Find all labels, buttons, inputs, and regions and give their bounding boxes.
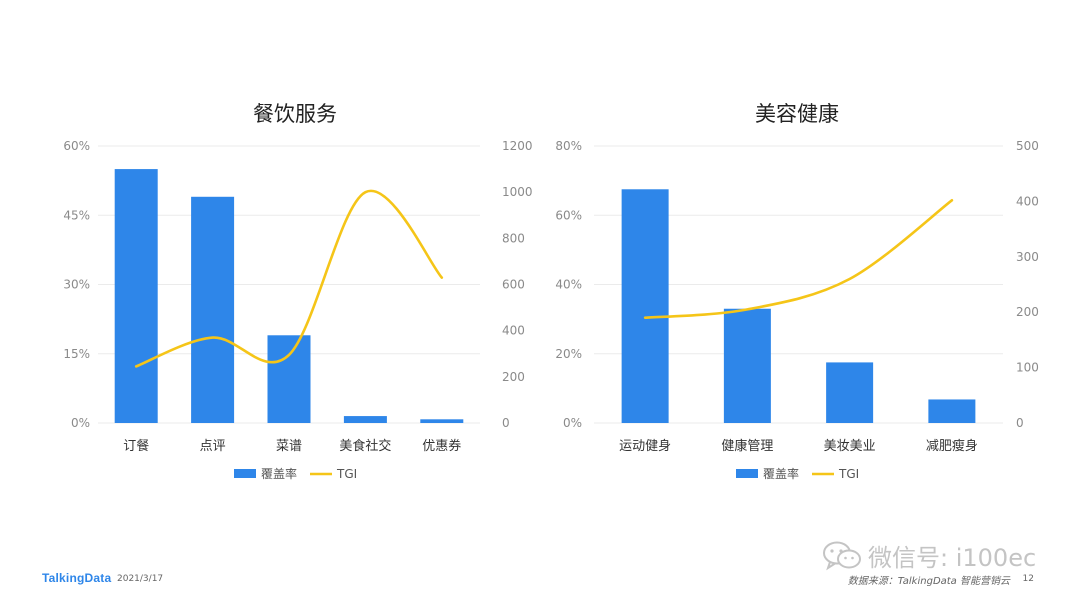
category-label: 菜谱 xyxy=(276,439,302,454)
left-axis-tick-label: 80% xyxy=(555,139,582,153)
legend-label-tgi: TGI xyxy=(336,467,357,481)
category-label: 减肥瘦身 xyxy=(926,438,978,454)
chart-title: 美容健康 xyxy=(755,102,839,126)
brand-logo: TalkingData xyxy=(42,571,112,585)
left-axis-tick-label: 45% xyxy=(63,208,90,222)
chart-catering: 餐饮服务 0% 15% 30% 45% 60% 0 200 400 600 800 1000 1200 订… xyxy=(63,102,532,481)
right-axis-tick-label: 500 xyxy=(1016,139,1039,153)
left-axis-tick-label: 15% xyxy=(63,347,90,361)
left-axis-tick-label: 0% xyxy=(563,416,582,430)
data-source-note: 数据来源：TalkingData 智能营销云 xyxy=(847,576,1010,587)
footer-date: 2021/3/17 xyxy=(117,574,164,584)
category-label: 美食社交 xyxy=(339,438,391,454)
left-axis-tick-label: 20% xyxy=(555,347,582,361)
coverage-bar xyxy=(267,335,311,423)
watermark-text: 微信号: i100ec xyxy=(868,544,1037,572)
category-label: 美妆美业 xyxy=(824,439,876,454)
right-axis-tick-label: 1000 xyxy=(502,185,533,199)
chart-legend: 覆盖率 TGI xyxy=(736,466,859,481)
legend-label-coverage: 覆盖率 xyxy=(261,466,297,481)
right-axis-tick-label: 0 xyxy=(502,416,510,430)
right-axis-tick-label: 1200 xyxy=(502,139,533,153)
right-axis-tick-label: 100 xyxy=(1016,361,1039,375)
category-label: 点评 xyxy=(200,439,226,454)
coverage-bar xyxy=(420,419,464,423)
page-number: 12 xyxy=(1022,574,1034,584)
right-axis-tick-label: 400 xyxy=(1016,194,1039,208)
category-label: 运动健身 xyxy=(619,438,671,454)
left-axis-tick-label: 0% xyxy=(71,416,90,430)
left-axis-tick-label: 60% xyxy=(63,139,90,153)
legend-swatch-coverage xyxy=(234,469,256,478)
coverage-bar xyxy=(114,169,158,423)
left-axis-tick-label: 40% xyxy=(555,278,582,292)
coverage-bar xyxy=(826,362,874,423)
right-axis-tick-label: 600 xyxy=(502,278,525,292)
right-axis-tick-label: 200 xyxy=(502,370,525,384)
category-label: 健康管理 xyxy=(721,438,773,454)
right-axis-tick-label: 200 xyxy=(1016,305,1039,319)
right-axis-tick-label: 300 xyxy=(1016,250,1039,264)
chart-beauty-health: 美容健康 0% 20% 40% 60% 80% 0 100 200 300 400 500 运动健身 健康… xyxy=(555,102,1039,481)
chart-title: 餐饮服务 xyxy=(253,102,337,126)
legend-label-tgi: TGI xyxy=(838,467,859,481)
left-axis-tick-label: 60% xyxy=(555,208,582,222)
right-axis-tick-label: 800 xyxy=(502,231,525,245)
chart-legend: 覆盖率 TGI xyxy=(234,466,357,481)
left-axis-tick-label: 30% xyxy=(63,278,90,292)
right-axis-tick-label: 400 xyxy=(502,324,525,338)
tgi-line xyxy=(134,189,444,368)
legend-swatch-coverage xyxy=(736,469,758,478)
watermark: 微信号: i100ec xyxy=(822,538,1036,573)
coverage-bar xyxy=(723,308,771,423)
coverage-bar xyxy=(343,416,387,423)
wechat-icon xyxy=(823,541,861,570)
coverage-bar xyxy=(928,399,976,423)
legend-label-coverage: 覆盖率 xyxy=(763,466,799,481)
category-label: 优惠券 xyxy=(422,438,461,454)
coverage-bar xyxy=(191,196,235,423)
tgi-line xyxy=(643,199,954,319)
category-label: 订餐 xyxy=(123,438,149,454)
coverage-bar xyxy=(621,189,669,423)
right-axis-tick-label: 0 xyxy=(1016,416,1024,430)
